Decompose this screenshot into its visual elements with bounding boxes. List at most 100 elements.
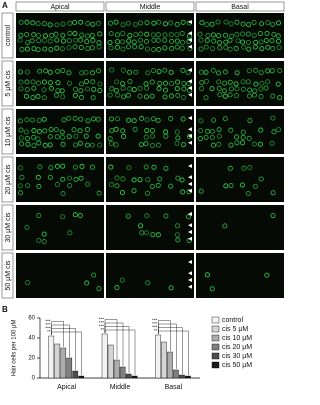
hair-cell [36, 212, 42, 219]
hair-cell [245, 31, 251, 37]
hair-cell [144, 46, 150, 52]
hair-cell [47, 22, 53, 28]
hair-cell [35, 174, 41, 180]
hair-cell [227, 92, 233, 98]
bar [54, 343, 61, 379]
hair-cell [179, 39, 186, 45]
hair-cell [67, 20, 73, 26]
row-label: 50 μM cis [5, 260, 12, 291]
hair-cell [114, 183, 120, 189]
hair-cell [18, 32, 24, 38]
hair-cell [60, 163, 66, 169]
hair-cell [48, 85, 54, 91]
hair-cell [271, 129, 277, 135]
legend-label: cis 30 μM [222, 353, 252, 360]
hair-cell [24, 32, 30, 38]
hair-cell [151, 46, 157, 53]
hair-cell [60, 134, 66, 140]
column-header-box [195, 1, 285, 12]
arrowhead [188, 223, 192, 228]
hair-cell [85, 118, 91, 124]
hair-cell [222, 93, 228, 99]
legend-swatch [211, 361, 220, 369]
hair-cell [19, 174, 25, 180]
hair-cell [210, 32, 216, 38]
hair-cell [163, 213, 169, 219]
hair-cell [264, 30, 270, 37]
hair-cell [54, 134, 60, 140]
hair-cell [221, 88, 227, 94]
hair-cell [36, 140, 42, 146]
hair-cell [109, 182, 115, 188]
hair-cell [35, 47, 41, 53]
hair-cell [37, 68, 43, 74]
hair-cell [185, 69, 191, 76]
hair-cell [84, 280, 90, 286]
hair-cell [23, 129, 29, 135]
arrowhead [188, 271, 192, 276]
hair-cell [223, 44, 229, 50]
hair-cell [233, 93, 240, 99]
hair-cell [149, 143, 156, 149]
hair-cell [60, 191, 66, 197]
bar [125, 373, 132, 379]
hair-cell [209, 128, 215, 134]
hair-cell [186, 81, 192, 87]
hair-cell [252, 44, 258, 50]
bar [60, 347, 67, 379]
arrowhead [188, 134, 192, 138]
micrograph [106, 205, 194, 250]
hair-cell [31, 85, 37, 91]
hair-cell [162, 37, 168, 43]
hair-cell [247, 87, 253, 93]
hair-cell [72, 212, 78, 218]
hair-cell [181, 80, 187, 87]
hair-cell [264, 272, 270, 278]
hair-cell [43, 68, 49, 74]
arrowhead [188, 188, 192, 193]
hair-cell [155, 182, 161, 188]
hair-cell [209, 134, 215, 141]
hair-cell [131, 177, 137, 183]
hair-cell [18, 135, 24, 141]
hair-cell [47, 38, 53, 44]
hair-cell [149, 183, 155, 189]
hair-cell [211, 38, 217, 44]
hair-cell [18, 190, 24, 196]
significance-label: *** [99, 317, 105, 322]
hair-cell [89, 164, 95, 170]
hair-cell [31, 128, 37, 134]
hair-cell [48, 126, 54, 133]
hair-cell [162, 87, 169, 93]
hair-cell [203, 44, 209, 50]
y-axis-label: Hair cells per 100 μM [12, 320, 18, 377]
hair-cell [97, 81, 103, 87]
hair-cell [222, 223, 228, 229]
hair-cell [210, 142, 216, 148]
hair-cell [48, 46, 54, 52]
hair-cell [90, 79, 96, 85]
hair-cell [240, 86, 246, 92]
hair-cell [78, 81, 84, 87]
hair-cell [209, 86, 215, 92]
hair-cell [169, 45, 175, 52]
row-label: 30 μM cis [5, 212, 12, 243]
hair-cell [258, 70, 264, 76]
figure: A B Apical Middle Basal control 5 μM cis 10 μ… [1, 1, 285, 391]
hair-cell [257, 141, 263, 147]
bar [179, 374, 185, 379]
hair-cell [180, 189, 186, 195]
hair-cell [55, 68, 61, 74]
hair-cell [66, 134, 72, 140]
hair-cell [25, 280, 31, 286]
hair-cell [138, 31, 144, 37]
legend-label: cis 20 μM [222, 344, 252, 351]
significance-label: *** [152, 325, 158, 330]
hair-cell [42, 142, 48, 148]
hair-cell [25, 141, 31, 147]
hair-cell [217, 92, 223, 98]
hair-cell [77, 128, 83, 134]
hair-cell [17, 118, 23, 124]
hair-cell [54, 182, 61, 188]
hair-cell [149, 133, 155, 139]
